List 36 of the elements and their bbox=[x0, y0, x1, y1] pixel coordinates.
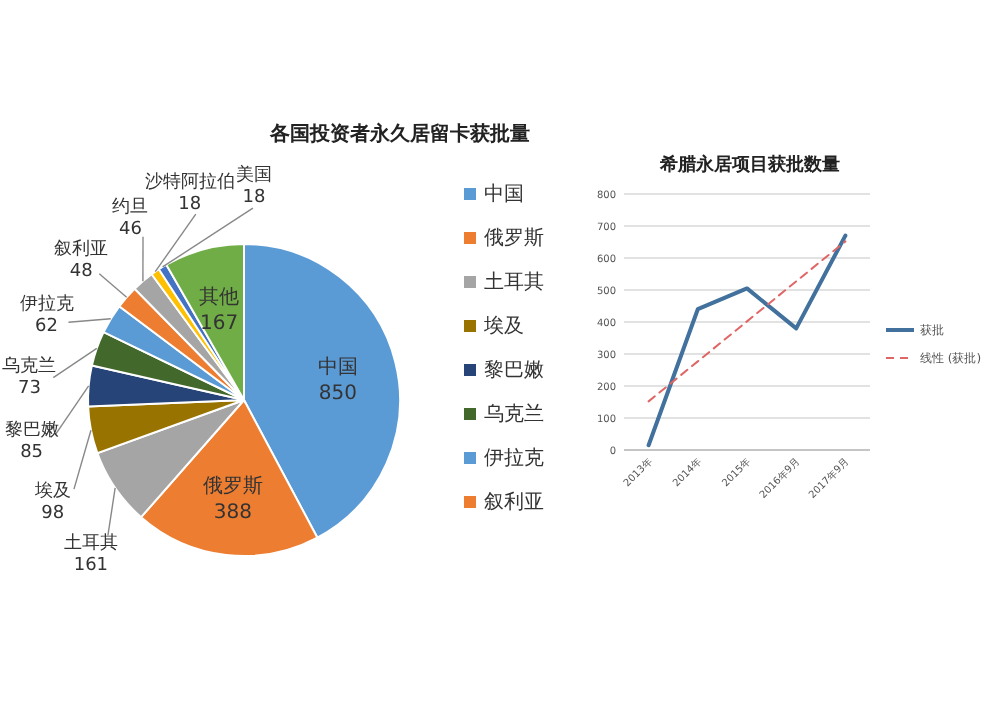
slice-label: 叙利亚 bbox=[54, 238, 109, 261]
chart-title: 各国投资者永久居留卡获批量 bbox=[268, 122, 530, 146]
legend-label: 土耳其 bbox=[484, 270, 544, 294]
slice-label: 约旦 bbox=[112, 196, 149, 219]
legend-label: 乌克兰 bbox=[484, 402, 544, 426]
legend-label: 埃及 bbox=[482, 314, 524, 338]
data-label: 48 bbox=[69, 262, 94, 283]
legend-label: 叙利亚 bbox=[484, 490, 544, 514]
slice-label: 沙特阿拉伯 bbox=[144, 170, 235, 193]
slice-label: 乌克兰 bbox=[2, 354, 57, 377]
legend-label: 伊拉克 bbox=[484, 446, 544, 470]
legend-label: 中国 bbox=[484, 182, 524, 206]
chart-title: 希腊永居项目获批数量 bbox=[658, 154, 840, 176]
data-label: 85 bbox=[20, 443, 44, 464]
data-label: 850 bbox=[318, 382, 357, 405]
legend-label: 黎巴嫩 bbox=[484, 358, 544, 382]
slice-label: 俄罗斯 bbox=[202, 474, 263, 499]
data-label: 18 bbox=[242, 188, 266, 209]
slice-label: 中国 bbox=[317, 354, 358, 379]
data-label: 62 bbox=[35, 316, 58, 337]
data-label: 161 bbox=[73, 556, 109, 577]
slice-label: 美国 bbox=[235, 164, 272, 187]
slice-label: 黎巴嫩 bbox=[4, 419, 59, 442]
data-label: 388 bbox=[213, 502, 252, 525]
slice-label: 伊拉克 bbox=[19, 292, 74, 315]
legend-label: 俄罗斯 bbox=[484, 226, 544, 250]
data-label: 18 bbox=[178, 194, 202, 215]
data-label: 73 bbox=[18, 378, 41, 399]
line-series bbox=[646, 233, 848, 448]
slice-label: 土耳其 bbox=[63, 532, 118, 555]
slice-label: 埃及 bbox=[32, 480, 71, 503]
line-series bbox=[647, 240, 847, 403]
data-label: 167 bbox=[199, 312, 239, 335]
data-label: 46 bbox=[118, 220, 143, 241]
slice-label: 其他 bbox=[199, 284, 240, 309]
data-label: 98 bbox=[41, 504, 65, 525]
